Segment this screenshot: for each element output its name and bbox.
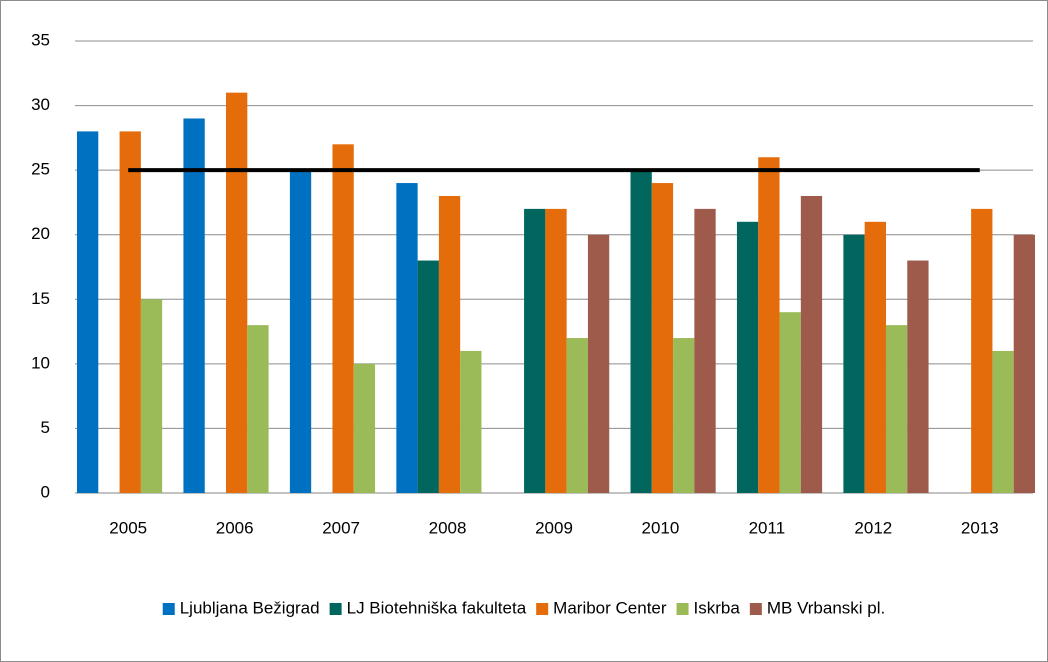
bar [800,195,823,493]
x-tick-label: 2009 [535,518,573,537]
bar [843,234,865,493]
bar [545,208,567,493]
bar [438,195,461,493]
x-tick-label: 2007 [322,518,360,537]
bar [1013,234,1035,493]
bar [247,325,269,493]
x-tick-label: 2008 [429,518,467,537]
bar [885,325,908,493]
legend-label: Maribor Center [553,598,667,617]
x-tick-label: 2013 [961,518,999,537]
legend-swatch [162,603,175,615]
x-tick-label: 2005 [109,518,147,537]
bar [332,144,354,494]
bar [353,363,376,493]
legend-label: MB Vrbanski pl. [767,598,885,617]
bar [864,221,886,494]
y-tick-label: 30 [31,95,50,114]
y-tick-label: 10 [31,353,50,372]
bar [566,338,588,493]
y-tick-label: 0 [41,482,50,501]
bar [140,299,163,493]
bar [736,221,759,494]
bar [587,234,610,493]
bar [396,183,418,494]
bar [524,208,546,493]
legend-label: Ljubljana Bežigrad [180,598,320,617]
legend-label: Iskrba [694,598,741,617]
legend-label: LJ Biotehniška fakulteta [347,598,527,617]
x-tick-label: 2011 [749,518,786,537]
bar [289,170,312,493]
bar [673,338,695,493]
legend-swatch [329,603,342,615]
bar [992,350,1014,493]
bar [460,350,482,493]
y-tick-label: 25 [31,160,50,179]
legend-swatch [676,603,689,615]
x-tick-label: 2012 [854,518,892,537]
bar [77,131,99,493]
bar [651,183,674,494]
y-tick-label: 15 [31,289,50,308]
y-tick-label: 20 [31,224,50,243]
bar [417,260,439,493]
legend-swatch [536,603,549,615]
bar [226,92,248,494]
bar [630,170,652,493]
y-tick-label: 35 [31,30,50,49]
y-tick-label: 5 [41,418,50,437]
x-tick-label: 2010 [642,518,680,537]
bar [694,208,716,493]
bar [907,260,929,493]
bar [183,118,205,493]
bar [758,157,780,493]
x-tick-label: 2006 [216,518,254,537]
bar [119,131,141,493]
bar [971,208,993,493]
legend-swatch [749,603,762,615]
bar [779,312,801,493]
